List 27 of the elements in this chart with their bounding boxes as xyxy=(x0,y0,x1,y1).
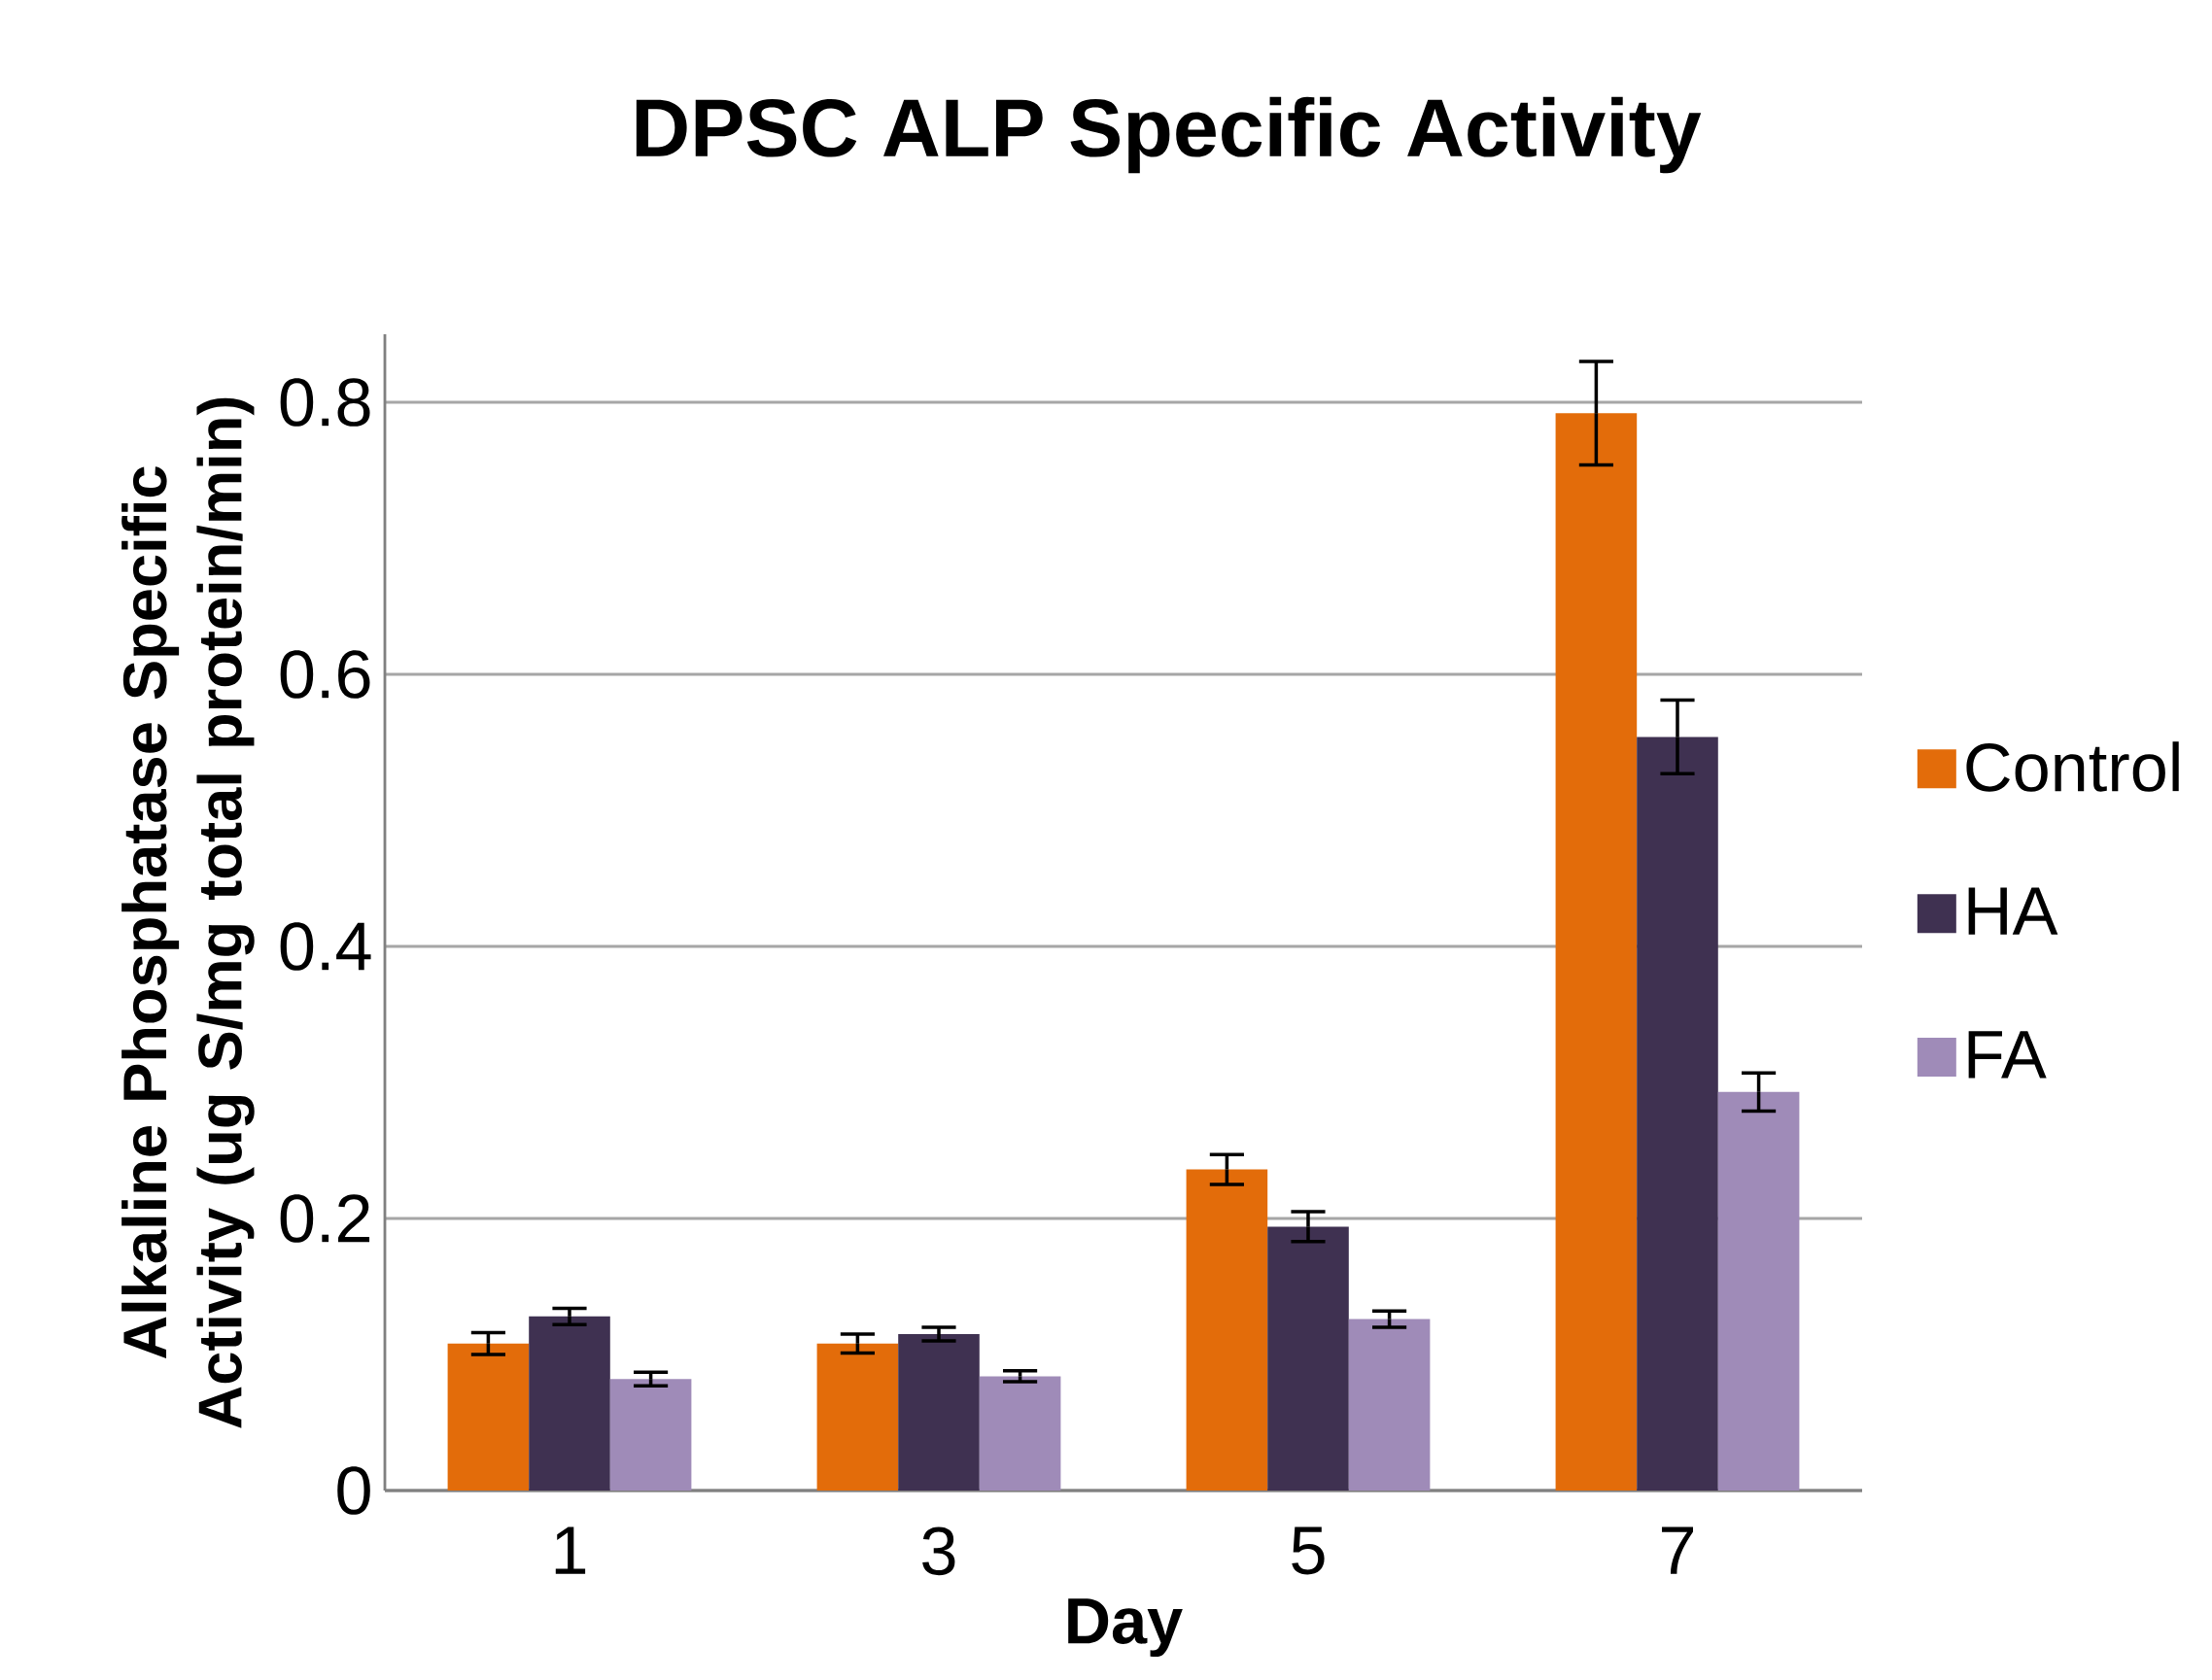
x-tick-label: 5 xyxy=(1292,1526,1325,1575)
legend-label: HA xyxy=(1968,887,2058,935)
chart-title: DPSC ALP Specific Activity xyxy=(636,96,1702,174)
x-axis-title: Day xyxy=(1068,1598,1183,1658)
bar xyxy=(1267,1226,1349,1491)
y-tick-label: 0.4 xyxy=(280,922,371,971)
bar xyxy=(609,1379,692,1491)
legend-label: FA xyxy=(1968,1031,2047,1079)
bar xyxy=(1186,1169,1268,1491)
y-tick-label: 0.2 xyxy=(280,1194,370,1243)
y-tick-label: 0.6 xyxy=(280,650,370,699)
legend-label: Control xyxy=(1966,741,2179,792)
y-tick-label: 0.8 xyxy=(280,378,370,427)
y-axis-title: Alkaline Phosphatase Specific Activity (ug S/mg total protein/min) xyxy=(121,397,255,1428)
x-tick-label: 1 xyxy=(555,1526,586,1574)
bar xyxy=(447,1343,530,1491)
bar xyxy=(898,1334,980,1491)
bar xyxy=(1555,413,1638,1491)
bar xyxy=(1348,1319,1431,1491)
bar xyxy=(529,1316,610,1491)
x-tick-label: 7 xyxy=(1662,1526,1693,1574)
y-tick-label: 0 xyxy=(337,1466,370,1515)
bar xyxy=(1717,1091,1800,1491)
bar xyxy=(816,1343,899,1491)
bar xyxy=(979,1376,1061,1491)
x-tick-label: 3 xyxy=(922,1526,955,1576)
bar xyxy=(1637,737,1718,1491)
